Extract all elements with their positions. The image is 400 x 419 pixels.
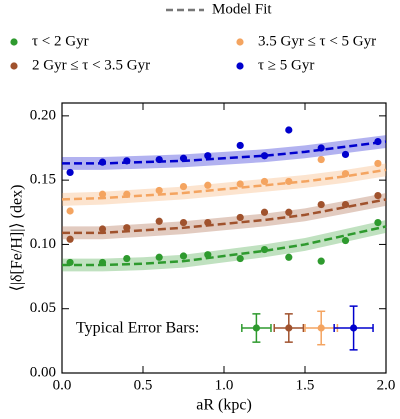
data-point xyxy=(341,200,350,209)
y-tick-label: 0.00 xyxy=(30,364,56,380)
fit-band xyxy=(62,220,386,272)
y-tick-label: 0.10 xyxy=(30,236,56,252)
data-point xyxy=(341,170,350,178)
fit-line xyxy=(62,140,387,165)
data-point xyxy=(374,191,382,200)
fit-line xyxy=(62,198,387,235)
error-point xyxy=(285,324,293,332)
data-point xyxy=(98,190,107,198)
data-point xyxy=(123,157,131,165)
data-point xyxy=(204,218,212,227)
error-point xyxy=(317,324,325,332)
data-point xyxy=(374,159,382,168)
x-tick-label: 1.0 xyxy=(215,377,234,393)
y-tick-label: 0.20 xyxy=(30,107,56,123)
data-point xyxy=(260,245,269,254)
data-point xyxy=(317,200,325,209)
data-point xyxy=(66,258,74,267)
data-point xyxy=(98,258,107,267)
legend-label: τ < 2 Gyr xyxy=(32,33,89,49)
data-point xyxy=(374,218,382,227)
data-point xyxy=(123,254,131,263)
legend-label: 2 Gyr ≤ τ < 3.5 Gyr xyxy=(32,57,150,73)
y-tick-label: 0.15 xyxy=(30,172,56,188)
data-point xyxy=(236,254,244,263)
data-point xyxy=(341,236,350,245)
data-point xyxy=(260,177,269,186)
legend-marker xyxy=(236,62,244,70)
data-point xyxy=(204,181,212,189)
x-tick-label: 1.5 xyxy=(296,377,315,393)
data-point xyxy=(179,182,188,191)
x-tick-label: 2.0 xyxy=(377,377,396,393)
error-point xyxy=(252,324,260,332)
data-point xyxy=(155,217,163,225)
data-point xyxy=(317,257,325,265)
data-point xyxy=(155,155,163,164)
y-axis-label: ⟨|δ[Fe/H]|⟩ (dex) xyxy=(9,185,26,292)
data-point xyxy=(155,186,163,195)
data-point xyxy=(123,190,131,198)
data-point xyxy=(204,152,212,160)
data-point xyxy=(285,208,293,216)
data-point xyxy=(260,152,269,160)
fit-legend-label: Model Fit xyxy=(212,1,272,17)
data-point xyxy=(123,224,131,232)
legend-label: 3.5 Gyr ≤ τ < 5 Gyr xyxy=(258,33,376,49)
data-point xyxy=(317,155,325,164)
data-point xyxy=(66,168,74,177)
data-point xyxy=(179,218,188,227)
data-point xyxy=(179,154,188,162)
fit-band xyxy=(62,135,386,170)
y-tick-label: 0.05 xyxy=(30,300,56,316)
data-point xyxy=(179,252,188,260)
fit-line xyxy=(62,225,387,267)
fit-line xyxy=(61,168,387,201)
data-point xyxy=(285,177,293,186)
data-point xyxy=(236,213,244,222)
x-axis-label: aR (kpc) xyxy=(196,397,252,414)
legend-label: τ ≥ 5 Gyr xyxy=(258,57,314,73)
data-point xyxy=(285,253,293,261)
data-point xyxy=(66,207,74,215)
fit-band xyxy=(62,193,386,240)
data-point xyxy=(66,235,74,243)
data-point xyxy=(98,158,107,166)
data-point xyxy=(317,144,325,152)
annotation: Typical Error Bars: xyxy=(76,320,199,337)
x-tick-label: 0.5 xyxy=(134,377,153,393)
data-point xyxy=(341,150,350,159)
data-point xyxy=(236,180,244,188)
data-point xyxy=(260,208,269,216)
data-point xyxy=(155,253,163,261)
data-point xyxy=(285,126,293,134)
x-tick-label: 0.0 xyxy=(53,377,72,393)
data-point xyxy=(98,225,107,233)
fit-band xyxy=(62,163,386,206)
data-point xyxy=(236,141,244,150)
legend-marker xyxy=(10,38,18,46)
legend-marker xyxy=(10,62,18,70)
error-point xyxy=(350,324,358,332)
data-point xyxy=(204,251,212,259)
legend-marker xyxy=(236,38,244,46)
data-point xyxy=(374,137,382,146)
